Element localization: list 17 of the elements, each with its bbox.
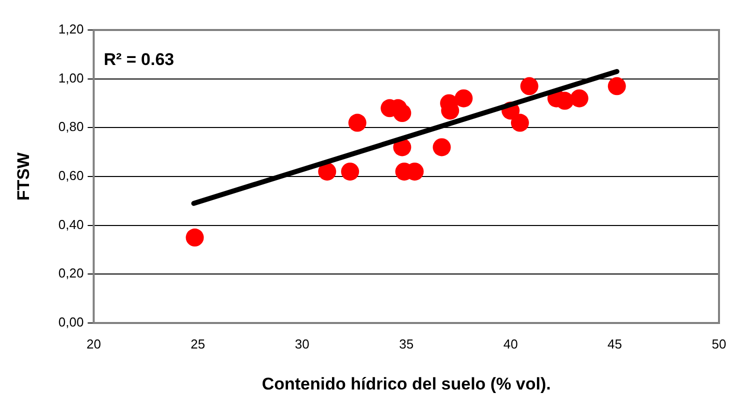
x-tick-label: 45 [608,336,622,352]
x-axis-title: Contenido hídrico del suelo (% vol). [262,374,551,394]
x-tick-label: 20 [86,336,101,352]
y-tick-label: 0,00 [58,314,84,330]
y-tick-label: 0,80 [58,119,84,134]
y-tick-label: 0,60 [58,168,84,184]
annotation: R² = 0.63 [104,50,174,70]
x-tick-label: 35 [399,336,414,352]
y-tick-label: 0,40 [58,216,84,232]
y-tick-label: 1,20 [58,22,84,37]
y-tick-label: 0,20 [58,266,84,281]
x-tick-label: 40 [503,336,518,352]
y-axis-title: FTSW [14,151,33,201]
x-tick-label: 50 [712,336,726,352]
x-tick-label: 25 [190,336,206,352]
x-tick-label: 30 [294,336,310,352]
y-tick-label: 1,00 [58,70,84,86]
